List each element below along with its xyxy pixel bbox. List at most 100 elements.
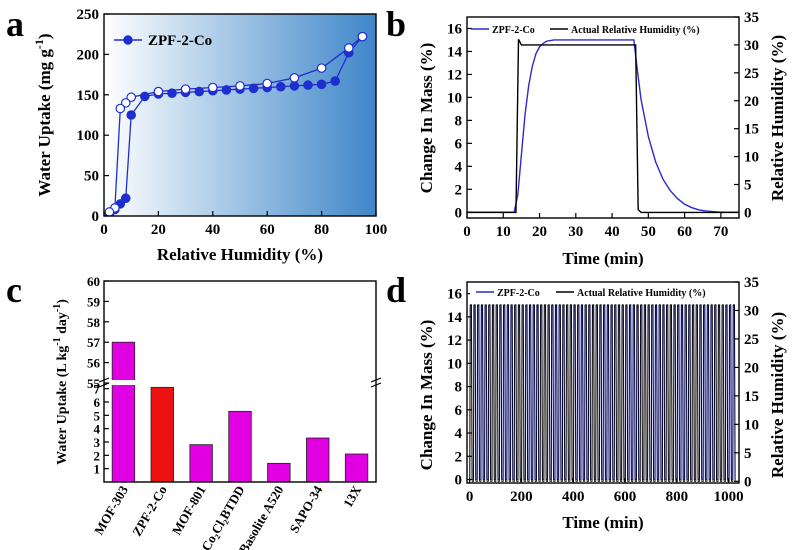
panel-d-xtick-label: 200 [510,489,533,505]
panel-d-y2tick-label: 20 [744,360,759,376]
panel-a-desorption-point [126,92,136,103]
panel-a-desorption-point [343,43,354,53]
panel-c-ytick-label: 55 [87,376,101,391]
panel-b: 0 10 20 30 40 50 60 70 0 2 4 6 8 10 12 14 16 0 5 10 15 20 25 30… [417,10,787,268]
panel-b-y2tick-label: 0 [744,205,752,221]
panel-d-y2tick-label: 15 [744,389,759,405]
panel-d-ytick-label: 0 [455,473,463,489]
panel-a-xtick-label: 60 [260,222,275,238]
panel-a-adsorption-point [316,79,327,90]
panel-d-xtick-label: 600 [614,489,637,505]
panel-d-ytick-label: 4 [455,426,463,442]
panel-c-bar [267,462,291,483]
panel-a-xtick-label: 40 [205,222,220,238]
panel-b-series-1-line [467,39,739,214]
panel-d-xtick-label: 0 [466,489,474,505]
panel-b-xlabel: Time (min) [562,249,643,268]
panel-c-break-mark [98,377,110,383]
panel-a-xtick-label: 80 [314,222,329,238]
panel-a-desorption-point [357,31,368,42]
panel-a-adsorption-point [303,80,313,90]
panel-label-b: b [386,4,406,44]
panel-b-xtick-label: 10 [496,224,511,240]
panel-b-frame [466,16,740,219]
panel-c-ytick-label: 3 [94,435,101,450]
panel-a-legend-marker [123,35,133,45]
panel-c-break-mark [370,377,382,383]
panel-d-y2tick-label: 30 [744,303,759,319]
panel-d-ytick-label: 2 [455,449,463,465]
panel-a-ytick-label: 0 [92,209,100,225]
panel-d-legend-label-1: ZPF-2-Co [497,288,540,299]
panel-c-ytick-label: 60 [87,274,100,289]
panel-d-series-1-line [469,304,736,482]
panel-d-ytick-label: 14 [447,310,463,326]
panel-b-y2tick-label: 20 [744,94,759,110]
panel-c-break-mark [370,382,382,388]
panel-b-y2tick-label: 15 [744,122,759,138]
panel-b-legend: ZPF-2-Co Actual Relative Humidity (%) [471,25,700,36]
panel-c-category-label: MOF-801 [169,483,209,537]
panel-b-legend-label-1: ZPF-2-Co [492,25,535,36]
panel-label-d: d [386,270,406,310]
panel-b-ytick-label: 14 [447,44,463,60]
panel-d-ytick-label: 6 [455,403,463,419]
panel-c-ytick-label: 2 [94,448,101,463]
panel-a-background [104,14,376,216]
panel-d-y2label: Relative Humidity (%) [768,312,787,478]
panel-d-y2tick-label: 35 [744,275,759,291]
panel-b-xtick-label: 70 [713,224,728,240]
panel-d-legend: ZPF-2-Co Actual Relative Humidity (%) [470,285,738,299]
panel-b-ytick-label: 6 [455,136,463,152]
panel-b-xtick-label: 20 [532,224,547,240]
panel-c-ytick-label: 4 [94,422,101,437]
panel-d-xtick-label: 800 [666,489,689,505]
panel-b-xtick-label: 60 [677,224,692,240]
panel-c-category-label: MOF-303 [91,483,131,538]
panel-b-ytick-label: 12 [447,67,462,83]
panel-d-ytick-label: 8 [455,380,463,396]
panel-c-ytick-label: 6 [94,395,101,410]
panel-a-desorption-point [262,78,272,89]
panel-a-legend: ZPF-2-Co [114,33,212,49]
panel-b-y2label: Relative Humidity (%) [768,35,787,201]
panel-d-y2tick-label: 10 [744,417,759,433]
panel-c-ytick-label: 58 [87,315,101,330]
panel-a-ytick-label: 100 [77,128,100,144]
panel-c-ytick-label: 59 [87,294,101,309]
panel-c-ytick-label: 5 [94,408,101,423]
panel-a-adsorption-point [289,81,300,91]
panel-d-xlabel: Time (min) [562,513,643,532]
panel-c-bar [150,386,174,483]
panel-a-adsorption-point [330,76,340,86]
panel-c: MOF-303ZPF-2-CoMOF-801Co₂Cl₂BTDDBasolite… [52,274,382,550]
panel-a-desorption-point [104,207,115,216]
panel-a-desorption-point [115,103,126,114]
panel-b-ytick-label: 2 [455,182,463,198]
panel-a-xtick-label: 100 [365,222,388,238]
panel-a: 0 20 40 60 80 100 0 50 100 150 200 250 Relative Hum… [32,7,387,264]
panel-b-xtick-label: 50 [641,224,656,240]
panel-c-bar [306,437,330,483]
panel-b-ytick-label: 10 [447,90,462,106]
panel-c-break-mark [98,382,110,388]
panel-a-xtick-label: 20 [151,222,166,238]
panel-a-adsorption-point [194,86,204,97]
panel-c-category-label: ZPF-2-Co [129,483,170,539]
panel-b-ytick-label: 8 [455,113,463,129]
panel-a-desorption-point [120,98,131,108]
panel-b-y2tick-label: 35 [744,10,759,26]
panel-a-legend-label: ZPF-2-Co [148,33,212,49]
panel-a-ytick-label: 200 [77,47,100,63]
panel-a-desorption-point [289,73,300,83]
panel-a-desorption-point [235,81,245,91]
panel-a-desorption-point [180,84,191,94]
panel-d-y2tick-label: 25 [744,332,759,348]
panel-b-xtick-label: 30 [568,224,583,240]
panel-c-category-label: 13X [340,482,364,509]
panel-c-ytick-label: 57 [87,335,101,350]
panel-c-ytick-label: 1 [94,462,101,477]
panel-a-desorption-point [208,82,218,93]
panel-a-desorption-point [153,86,164,97]
